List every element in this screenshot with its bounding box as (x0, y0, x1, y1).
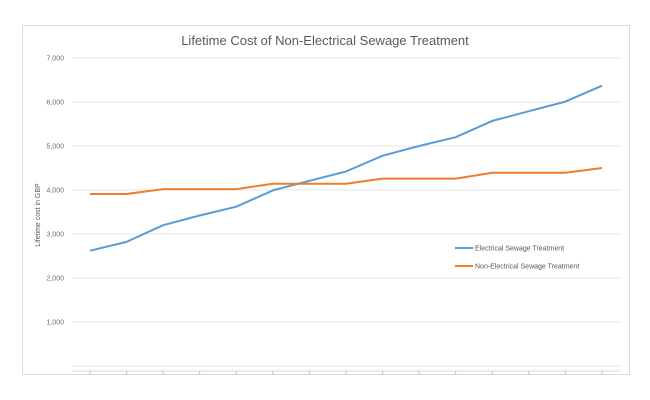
y-tick-label: 4,000 (46, 188, 64, 195)
chart-frame (22, 25, 630, 375)
y-axis-ticks: 7,000 6,000 5,000 4,000 3,000 2,000 1,000 (46, 56, 64, 327)
y-tick-label: 7,000 (46, 56, 64, 63)
chart-title: Lifetime Cost of Non-Electrical Sewage T… (181, 33, 469, 48)
y-tick-label: 6,000 (46, 100, 64, 107)
series-line (89, 84, 603, 252)
legend-label: Electrical Sewage Treatment (475, 246, 564, 253)
gridlines (72, 57, 620, 367)
x-axis (72, 370, 620, 374)
y-tick-label: 1,000 (46, 320, 64, 327)
y-tick-label: 3,000 (46, 232, 64, 239)
y-axis-label: Lifetime cost in GBP (35, 183, 42, 247)
legend: Electrical Sewage Treatment Non-Electrica… (455, 246, 579, 271)
series-line (90, 167, 603, 195)
legend-label: Non-Electrical Sewage Treatment (475, 264, 579, 271)
y-tick-label: 2,000 (46, 276, 64, 283)
y-tick-label: 5,000 (46, 144, 64, 151)
series-lines (89, 84, 603, 252)
